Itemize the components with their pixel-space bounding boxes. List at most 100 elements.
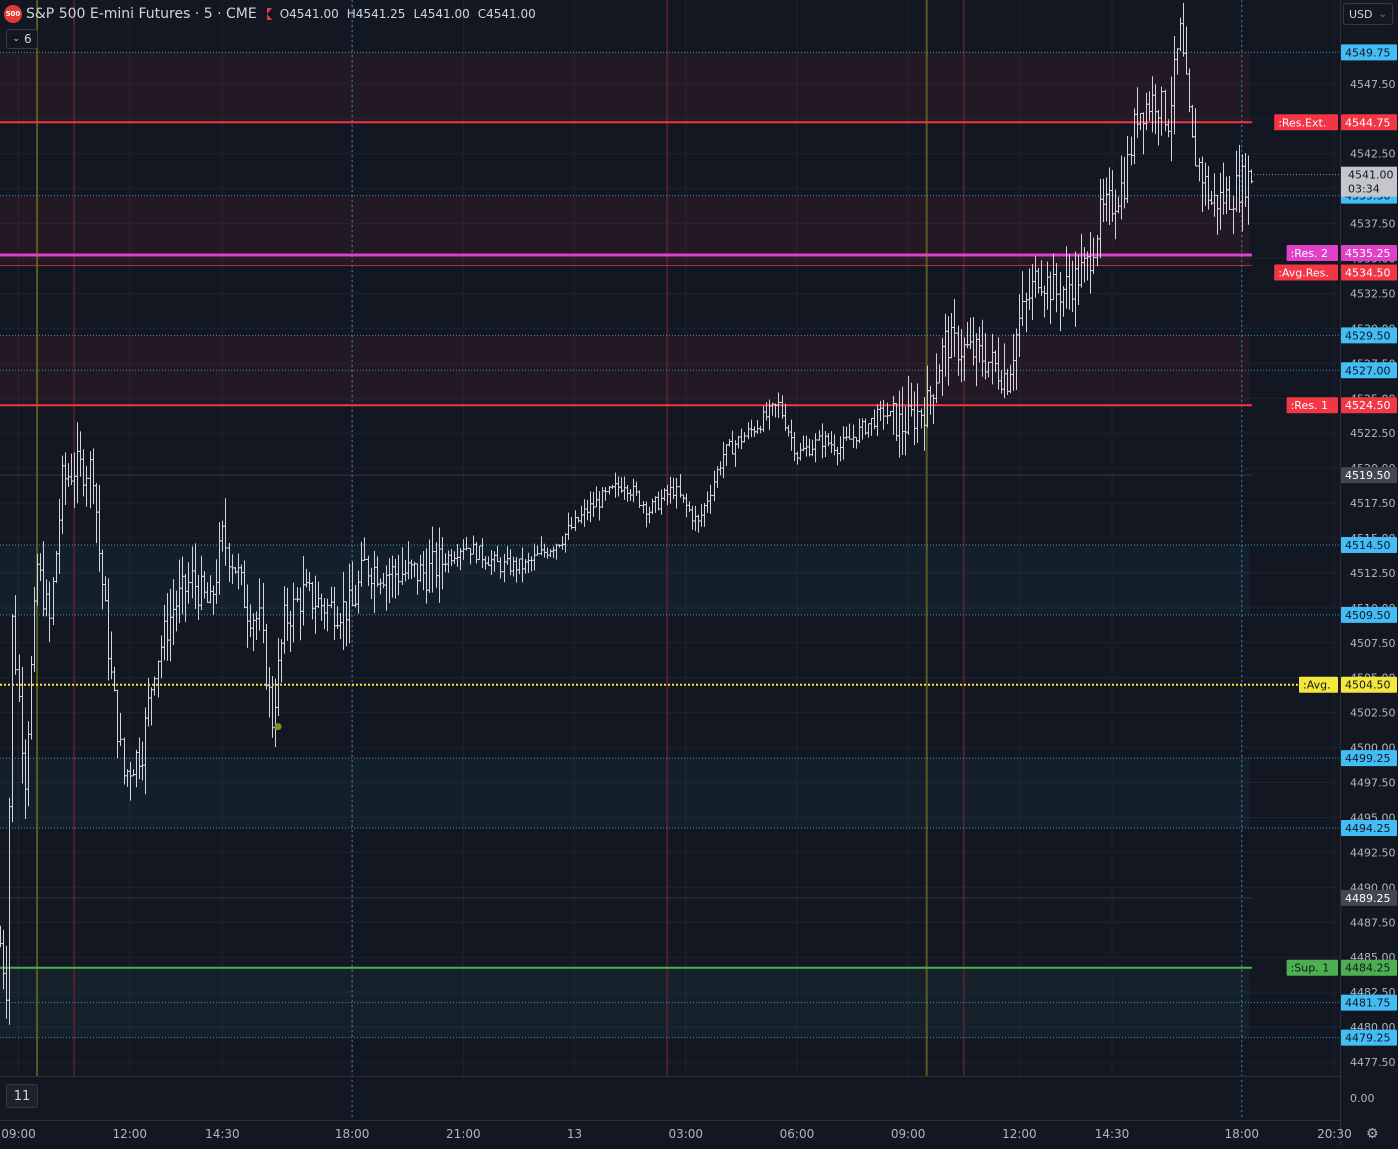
ohlc-bar [952, 299, 957, 357]
ohlc-bar [1054, 262, 1059, 313]
level-tag: :Sup. 1 [1286, 959, 1338, 976]
x-tick-label: 18:00 [335, 1127, 370, 1141]
zone-band [0, 52, 1250, 123]
ohlc-bar [637, 490, 642, 508]
collapse-indicators-button[interactable]: 11 [6, 1084, 38, 1108]
ohlc-bars [0, 2, 1254, 1025]
ohlc-bar [569, 517, 574, 530]
price-label-text: 4534.50 [1345, 267, 1391, 280]
indicators-count: 6 [23, 32, 32, 46]
ohlc-bar [396, 554, 401, 596]
price-axis[interactable]: 4477.504480.004482.504485.004487.504490.… [1340, 0, 1398, 1145]
collapse-count: 11 [13, 1088, 31, 1104]
price-label: 4494.25 [1341, 819, 1397, 836]
price-label: 4484.25 [1341, 959, 1397, 976]
price-label: 4499.25 [1341, 750, 1397, 767]
x-tick-label: 21:00 [446, 1127, 481, 1141]
price-label-text: 4479.25 [1345, 1032, 1391, 1045]
ohlc-bar [1193, 108, 1198, 167]
x-tick-label: 13 [567, 1127, 582, 1141]
price-label-text: 4499.25 [1345, 752, 1391, 765]
ohlc-bar [223, 498, 228, 566]
levels [0, 51, 1340, 1039]
level-tag: :Res. 2 [1286, 245, 1338, 262]
level-tag: :Avg. [1299, 676, 1338, 693]
ohlc-bar [84, 466, 89, 507]
x-tick-label: 18:00 [1224, 1127, 1259, 1141]
ohlc-bar [362, 537, 367, 561]
y-tick-label: 4487.50 [1350, 916, 1396, 929]
price-label-text: 4484.25 [1345, 962, 1391, 975]
ohlc-values: O4541.00 H4541.25 L4541.00 C4541.00 [280, 6, 544, 22]
ohlc-bar [1249, 169, 1254, 184]
symbol-title[interactable]: S&P 500 E-mini Futures · 5 · CME [26, 6, 257, 22]
x-tick-label: 09:00 [1, 1127, 36, 1141]
ohlc-bar [1159, 86, 1164, 136]
zone-band [0, 544, 1250, 615]
y-tick-label: 4497.50 [1350, 777, 1396, 790]
ohlc-bar [847, 423, 852, 440]
ohlc-bar [1020, 271, 1025, 326]
zones [0, 52, 1250, 1038]
level-tag-text: :Res. 2 [1291, 247, 1328, 260]
x-tick-label: 20:30 [1317, 1127, 1352, 1141]
ohlc-bar [47, 581, 52, 642]
volume-axis-label: 0.00 [1350, 1092, 1375, 1105]
time-axis[interactable]: 09:00 12:00 14:30 18:00 21:00 13 03:00 06:00 09:… [0, 1076, 1352, 1142]
marker-dot [274, 723, 282, 731]
ohlc-bar [430, 526, 435, 593]
settings-gear-icon[interactable]: ⚙ [1366, 1126, 1379, 1142]
level-tag-text: :Res.Ext. [1278, 116, 1326, 129]
x-tick-label: 14:30 [1095, 1127, 1130, 1141]
y-tick-label: 4542.50 [1350, 148, 1396, 161]
price-label: 4549.75 [1341, 44, 1397, 61]
ohlc-bar [325, 598, 330, 632]
ohlc-bar [915, 383, 920, 443]
price-label: 4481.75 [1341, 994, 1397, 1011]
ohlc-bar [986, 361, 991, 378]
x-tick-label: 12:00 [1002, 1127, 1037, 1141]
flag-icon[interactable] [266, 8, 272, 20]
symbol-logo-icon[interactable]: 500 [4, 5, 22, 23]
price-label-text: 4481.75 [1345, 997, 1391, 1010]
price-label-text: 4489.25 [1345, 892, 1391, 905]
ohlc-bar [881, 400, 886, 430]
price-label-text: 4519.50 [1345, 469, 1391, 482]
y-tick-label: 4502.50 [1350, 707, 1396, 720]
countdown-text: 03:34 [1348, 183, 1380, 196]
level-tag-text: :Sup. 1 [1291, 962, 1330, 975]
indicators-toggle-button[interactable]: ⌄ 6 [6, 29, 38, 49]
y-tick-label: 4512.50 [1350, 567, 1396, 580]
ohlc-bar [118, 712, 123, 747]
price-label: 4544.75 [1341, 114, 1397, 131]
price-label: 4524.50 [1341, 397, 1397, 414]
price-label-text: 4527.00 [1345, 364, 1391, 377]
session-markers [36, 0, 1243, 1121]
current-price-text: 4541.00 [1348, 169, 1394, 182]
price-label: 4535.25 [1341, 245, 1397, 262]
ohlc-l: L4541.00 [413, 7, 470, 21]
price-label-text: 4524.50 [1345, 399, 1391, 412]
price-label: 4529.50 [1341, 327, 1397, 344]
currency-selector[interactable]: USD ⌄ [1343, 3, 1393, 25]
ohlc-bar [535, 545, 540, 556]
ohlc-bar [152, 676, 157, 696]
chevron-down-icon: ⌄ [12, 34, 20, 44]
ohlc-bar [742, 432, 747, 443]
y-tick-label: 4522.50 [1350, 427, 1396, 440]
ohlc-bar [1125, 136, 1130, 203]
y-tick-label: 4517.50 [1350, 497, 1396, 510]
chevron-down-icon: ⌄ [1378, 8, 1387, 20]
y-tick-label: 4477.50 [1350, 1056, 1396, 1069]
zone-band [0, 758, 1250, 828]
price-label-text: 4514.50 [1345, 539, 1391, 552]
ohlc-bar [1091, 237, 1096, 275]
ohlc-bar [674, 477, 679, 509]
x-tick-label: 09:00 [891, 1127, 926, 1141]
x-tick-label: 03:00 [668, 1127, 703, 1141]
price-label-text: 4535.25 [1345, 247, 1391, 260]
y-tick-label: 4547.50 [1350, 78, 1396, 91]
